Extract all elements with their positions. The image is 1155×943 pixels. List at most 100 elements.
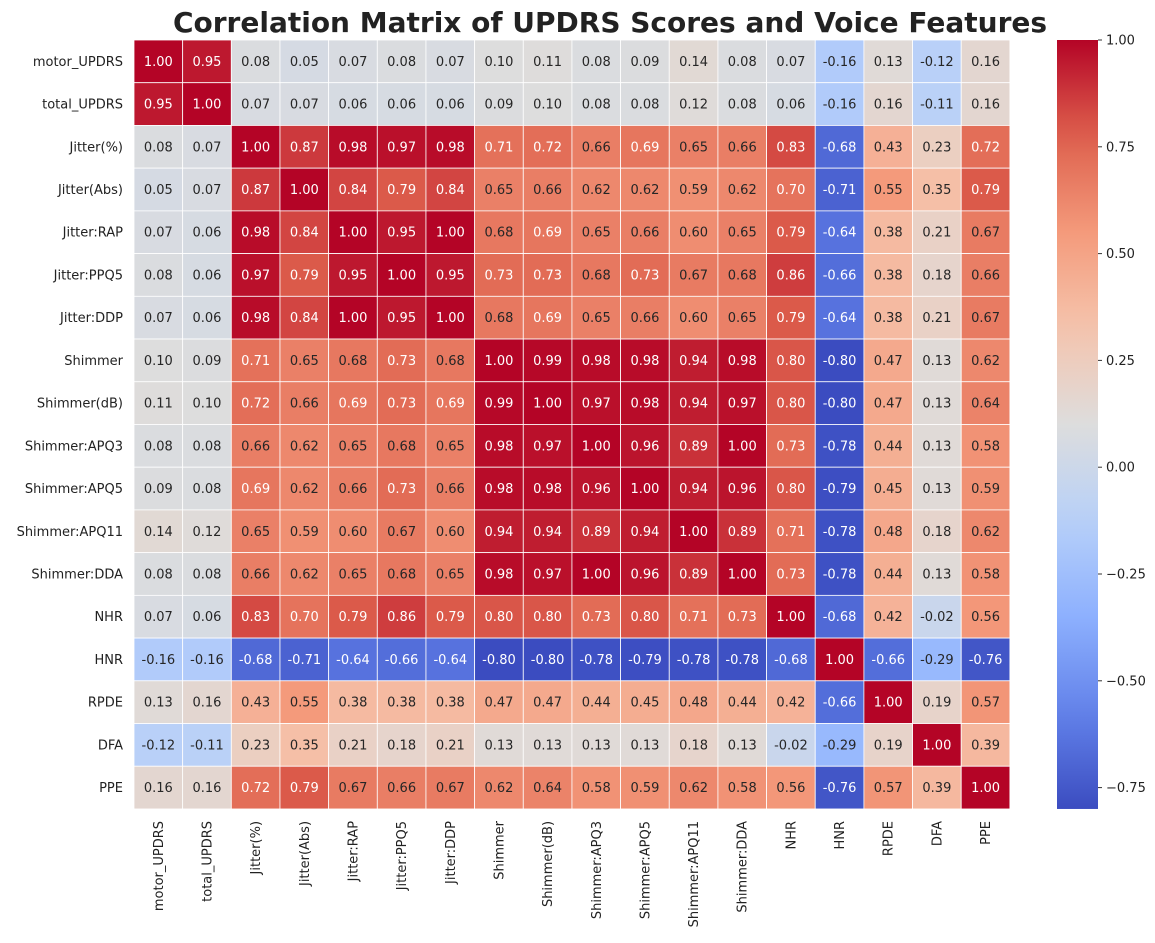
heatmap-cell [571,765,622,810]
x-tick-labels: motor_UPDRS total_UPDRS Jitter(%) Jitter(Ab… [152,820,994,927]
x-tick-label: RPDE [882,821,897,856]
cell-value-label: 0.13 [922,354,951,369]
cell-value-label: 0.43 [874,140,903,155]
cell-value-label: 0.94 [679,482,708,497]
y-tick-label: total_UPDRS [42,98,123,113]
colorbar: 1.00 0.75 0.50 0.25 0.00 −0.25 −0.50 −0.75 [1057,34,1146,809]
heatmap-cell [182,210,232,255]
x-tick-label: motor_UPDRS [152,821,167,911]
cell-value-label: 0.05 [290,55,319,70]
cell-value-label: 0.06 [436,98,465,113]
cell-value-label: -0.66 [823,696,857,711]
cell-value-label: 0.08 [728,55,757,70]
x-tick-label: Jitter:PPQ5 [395,821,410,891]
heatmap-cell [230,723,281,767]
heatmap-cell [960,381,1011,425]
heatmap-cell [376,253,427,297]
cell-value-label: -0.16 [142,653,176,668]
heatmap-cell [863,466,913,511]
cell-value-label: 0.80 [630,610,659,625]
cell-value-label: 0.23 [241,738,270,753]
heatmap-cell [960,552,1011,596]
cell-value-label: 0.79 [338,610,367,625]
heatmap-cell [474,637,524,682]
cell-value-label: 0.45 [874,482,903,497]
cell-value-label: 0.58 [582,781,611,796]
cell-value-label: 0.99 [484,397,513,412]
heatmap-cell [766,765,816,810]
heatmap-cell [425,167,476,212]
heatmap-cell [376,424,427,468]
cell-value-label: 0.73 [533,268,562,283]
cell-value-label: 0.13 [728,738,757,753]
heatmap-cell [766,295,816,340]
cell-value-label: 0.07 [193,183,222,198]
x-tick-label: Shimmer [492,820,507,879]
heatmap-cell [279,295,330,340]
cell-value-label: 0.60 [679,226,708,241]
cell-value-label: 0.14 [679,55,708,70]
heatmap-cell [474,466,524,511]
cell-value-label: 0.38 [874,311,903,326]
heatmap-cell [571,39,622,84]
cell-value-label: 0.98 [728,354,757,369]
cell-value-label: 0.10 [533,98,562,113]
heatmap-cell [620,594,670,639]
cell-value-label: 0.47 [874,397,903,412]
heatmap-cell [620,552,670,596]
heatmap-cell [328,594,378,639]
colorbar-tick-label: 1.00 [1106,34,1135,49]
cell-value-label: 0.65 [241,525,270,540]
x-tick-label: HNR [833,821,848,850]
heatmap-cell [133,594,184,639]
heatmap-cell [717,338,767,383]
heatmap-cell [230,466,281,511]
heatmap-cell [182,424,232,468]
heatmap-cell [912,594,962,639]
heatmap-cell [133,167,184,212]
cell-value-label: 0.98 [436,140,465,155]
heatmap-cell [328,381,378,425]
cell-value-label: 0.71 [484,140,513,155]
heatmap-cell [863,509,913,554]
cell-value-label: 0.08 [144,268,173,283]
cell-value-label: 0.69 [338,397,367,412]
cell-value-label: 0.71 [679,610,708,625]
cell-value-label: 0.97 [533,568,562,583]
heatmap-cell [717,295,767,340]
cell-value-label: 0.58 [728,781,757,796]
cell-value-label: 1.00 [874,696,903,711]
cell-value-label: -0.68 [823,140,857,155]
heatmap-cell [279,125,330,169]
cell-value-label: 1.00 [582,439,611,454]
cell-value-label: 0.07 [290,98,319,113]
cell-value-label: 0.59 [630,781,659,796]
cell-value-label: 0.95 [144,98,173,113]
heatmap-cell [182,594,232,639]
cell-value-label: 0.71 [776,525,805,540]
cell-value-label: 0.83 [776,140,805,155]
heatmap-cell [571,723,622,767]
cell-value-label: 0.60 [338,525,367,540]
heatmap-cell [668,338,719,383]
cell-value-label: 0.12 [679,98,708,113]
cell-value-label: 0.16 [144,781,173,796]
cell-value-label: 0.97 [582,397,611,412]
cell-value-label: 0.65 [436,439,465,454]
heatmap-cell [230,637,281,682]
heatmap-cell [522,210,573,255]
heatmap-cell [230,594,281,639]
heatmap-cell [133,552,184,596]
cell-value-label: 0.09 [144,482,173,497]
cell-value-label: 0.68 [436,354,465,369]
cell-value-label: 1.00 [484,354,513,369]
x-tick-label: Shimmer:APQ3 [590,821,605,919]
heatmap-cell [425,295,476,340]
y-tick-label: Jitter(%) [69,140,123,155]
cell-value-label: 1.00 [825,653,854,668]
y-tick-label: RPDE [88,696,123,711]
cell-value-label: 0.08 [582,98,611,113]
heatmap-cell [133,210,184,255]
cell-value-label: 1.00 [971,781,1000,796]
heatmap-cell [717,552,767,596]
